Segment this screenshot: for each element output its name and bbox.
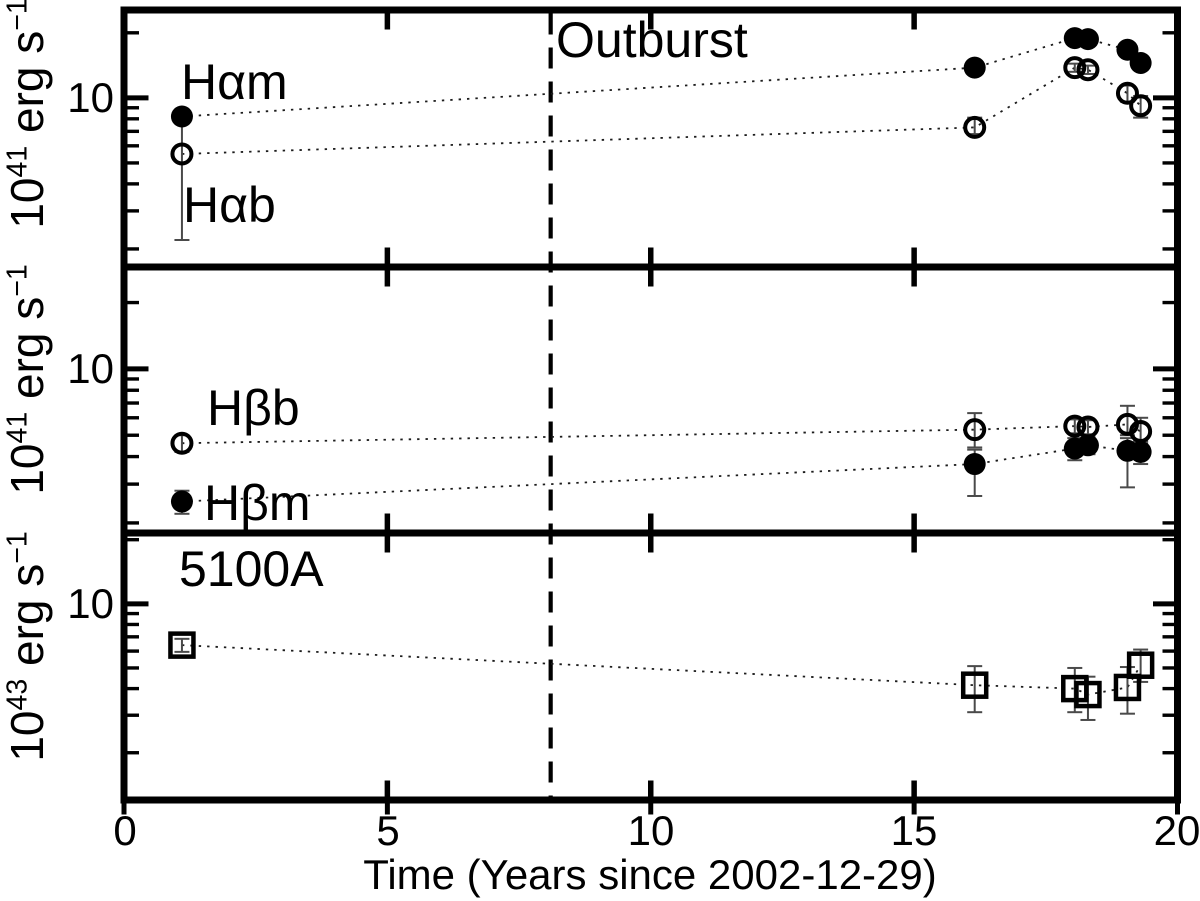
connector-5100A [181,644,1142,696]
ylabel-unit: erg s [1,563,53,679]
ylabel-exponent: 43 [1,678,34,711]
annotation-outburst: Outburst [556,12,748,68]
x-axis-label: Time (Years since 2002-12-29) [363,851,937,898]
ylabel-unit-exponent: −1 [1,264,34,297]
panel-0-data [170,27,1153,241]
x-tick-label-10: 10 [627,807,675,854]
ylabel-unit-exponent: −1 [1,531,34,564]
y-tick-label-middle-panel: 10 [67,345,114,392]
ylabel-unit: erg s [1,296,53,412]
plot-frame [120,6,1181,804]
series-Hβm [170,434,1152,513]
series-Hβb [170,412,1153,455]
x-tick-label-5: 5 [376,807,400,854]
x-tick-label-15: 15 [890,807,938,854]
errorbars-5100A [174,637,1149,721]
ylabel-unit: erg s [1,30,53,146]
series-Hαb [170,56,1153,166]
y-axis-label-halpha: 1041 erg s−1 [0,0,96,280]
ylabel-prefix: 10 [1,177,53,229]
ylabel-prefix: 10 [1,710,53,762]
y-axis-label-continuum: 1043 erg s−1 [0,531,96,813]
series-Hαm [170,27,1152,128]
annotation-hbeta-m: Hβm [204,475,311,531]
y-tick-label-bottom-panel: 10 [67,580,114,627]
annotation-hbeta-b: Hβb [207,380,300,436]
connector-Hαb [181,66,1142,155]
errorbars-Hβm [174,436,1149,515]
annotation-halpha-m: Hαm [181,54,288,110]
annotation-continuum-5100a: 5100A [179,541,324,597]
ylabel-exponent: 41 [1,411,34,444]
panel-2-data [168,631,1155,721]
ylabel-prefix: 10 [1,443,53,495]
connector-Hβm [181,444,1141,503]
x-tick-label-20: 20 [1153,807,1200,854]
y-axis-label-hbeta: 1041 erg s−1 [0,264,96,546]
x-tick-label-0: 0 [113,807,137,854]
series-5100A [168,631,1155,709]
errorbars-Hαb [174,62,1149,241]
axis-ticks [121,13,1180,815]
ylabel-unit-exponent: −1 [1,0,34,31]
connector-Hβb [181,423,1142,445]
panel-1-data [170,404,1153,515]
ylabel-exponent: 41 [1,145,34,178]
y-tick-label-top-panel: 10 [67,74,114,121]
errorbars-Hβb [174,404,1149,453]
annotation-halpha-b: Hαb [183,177,276,233]
